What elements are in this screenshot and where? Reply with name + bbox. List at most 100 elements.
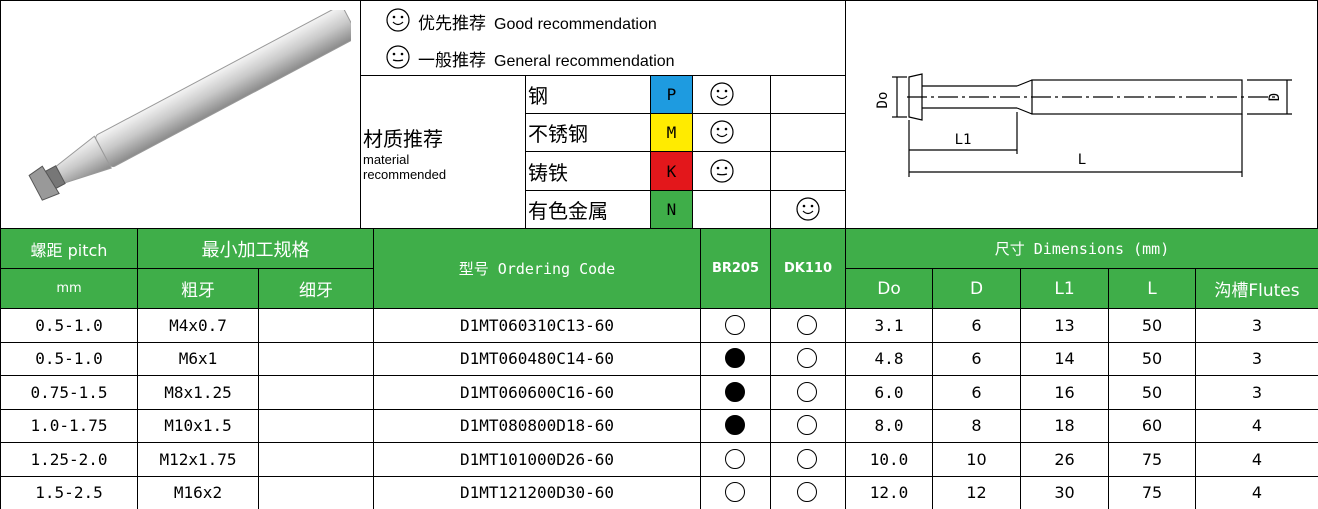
- legend-cn: 一般推荐: [418, 51, 486, 71]
- legend-entry: 优先推荐 Good recommendation: [418, 9, 657, 34]
- dimension-cell: 30: [1020, 475, 1109, 509]
- subheader-cell: L: [1108, 268, 1196, 309]
- dimension-cell: 4: [1195, 408, 1318, 443]
- legend-en: Good recommendation: [494, 16, 657, 33]
- filled-circle: [725, 415, 745, 436]
- filled-circle: [725, 348, 745, 369]
- dimension-cell: 4: [1195, 442, 1318, 477]
- coarse-cell: M4x0.7: [137, 308, 259, 343]
- dimension-cell: 4.8: [845, 341, 933, 376]
- empty-circle: [797, 381, 817, 402]
- material-name: 钢: [525, 75, 651, 114]
- material-mark-cell: [770, 113, 846, 152]
- subheader-cell: 细牙: [258, 268, 374, 309]
- coarse-cell: M6x1: [137, 341, 259, 376]
- header-cell: 型号 Ordering Code: [373, 228, 701, 309]
- subheader-cell: mm: [0, 268, 138, 309]
- legend-entry: 一般推荐 General recommendation: [418, 46, 675, 71]
- subheader-cell: 粗牙: [137, 268, 259, 309]
- material-name: 铸铁: [525, 151, 651, 191]
- coarse-cell: M12x1.75: [137, 442, 259, 477]
- subheader-cell: Do: [845, 268, 933, 309]
- code-cell: D1MT080800D18-60: [373, 408, 701, 443]
- dimension-cell: 75: [1108, 442, 1196, 477]
- general-icon: [386, 45, 410, 69]
- material-grade: K: [650, 151, 693, 191]
- material-title-en: material recommended: [363, 151, 447, 182]
- dimension-cell: 12: [932, 475, 1021, 509]
- material-title-cn: 材质推荐: [363, 126, 443, 151]
- header-cell: DK110: [770, 228, 846, 309]
- fine-cell: [258, 442, 374, 477]
- material-grade: N: [650, 190, 693, 229]
- tool-image-box: [0, 0, 361, 229]
- header-cell: 最小加工规格: [137, 228, 374, 269]
- empty-circle: [797, 415, 817, 436]
- dim-label: L1: [954, 132, 971, 148]
- material-name: 不锈钢: [525, 113, 651, 152]
- dimension-cell: 3: [1195, 375, 1318, 410]
- pitch-cell: 0.5-1.0: [0, 341, 138, 376]
- dim-label: D: [1267, 93, 1283, 101]
- code-cell: D1MT060480C14-60: [373, 341, 701, 376]
- empty-circle: [725, 482, 745, 503]
- good-icon: [710, 82, 734, 106]
- dimension-cell: 14: [1020, 341, 1109, 376]
- empty-circle: [725, 448, 745, 469]
- material-grade: M: [650, 113, 693, 152]
- drawing-box: Do D L1 L: [845, 0, 1318, 229]
- empty-circle: [797, 314, 817, 335]
- good-icon: [796, 197, 820, 221]
- material-mark-cell: [692, 190, 771, 229]
- empty-circle: [725, 314, 745, 335]
- fine-cell: [258, 308, 374, 343]
- fine-cell: [258, 475, 374, 509]
- header-cell: BR205: [700, 228, 771, 309]
- coarse-cell: M8x1.25: [137, 375, 259, 410]
- legend-cn: 优先推荐: [418, 14, 486, 34]
- general-icon: [710, 158, 734, 183]
- code-cell: D1MT060310C13-60: [373, 308, 701, 343]
- good-icon: [710, 120, 734, 144]
- dimension-cell: 4: [1195, 475, 1318, 509]
- header-cell: 尺寸 Dimensions (mm): [845, 228, 1318, 269]
- empty-circle: [797, 448, 817, 469]
- dimension-drawing: Do D L1 L: [875, 73, 1292, 177]
- material-title: 材质推荐 material recommended: [360, 75, 526, 229]
- pitch-cell: 1.0-1.75: [0, 408, 138, 443]
- code-cell: D1MT060600C16-60: [373, 375, 701, 410]
- empty-circle: [797, 482, 817, 503]
- dim-label: Do: [875, 92, 891, 109]
- dimension-cell: 50: [1108, 308, 1196, 343]
- empty-circle: [797, 348, 817, 369]
- legend-en: General recommendation: [494, 53, 675, 70]
- subheader-cell: D: [932, 268, 1021, 309]
- material-grade: P: [650, 75, 693, 114]
- fine-cell: [258, 341, 374, 376]
- dimension-cell: 12.0: [845, 475, 933, 509]
- filled-circle: [725, 381, 745, 402]
- header-cell: 螺距 pitch: [0, 228, 138, 269]
- dimension-cell: 3: [1195, 341, 1318, 376]
- dimension-cell: 75: [1108, 475, 1196, 509]
- dimension-cell: 8.0: [845, 408, 933, 443]
- code-cell: D1MT101000D26-60: [373, 442, 701, 477]
- dimension-cell: 26: [1020, 442, 1109, 477]
- dimension-cell: 50: [1108, 375, 1196, 410]
- material-mark-cell: [770, 151, 846, 191]
- dimension-cell: 6: [932, 341, 1021, 376]
- fine-cell: [258, 408, 374, 443]
- code-cell: D1MT121200D30-60: [373, 475, 701, 509]
- dim-label: L: [1077, 152, 1085, 168]
- dimension-cell: 13: [1020, 308, 1109, 343]
- pitch-cell: 1.5-2.5: [0, 475, 138, 509]
- dimension-cell: 6: [932, 308, 1021, 343]
- pitch-cell: 1.25-2.0: [0, 442, 138, 477]
- dimension-cell: 3.1: [845, 308, 933, 343]
- good-icon: [386, 8, 410, 32]
- dimension-cell: 8: [932, 408, 1021, 443]
- dimension-cell: 6: [932, 375, 1021, 410]
- pitch-cell: 0.75-1.5: [0, 375, 138, 410]
- coarse-cell: M10x1.5: [137, 408, 259, 443]
